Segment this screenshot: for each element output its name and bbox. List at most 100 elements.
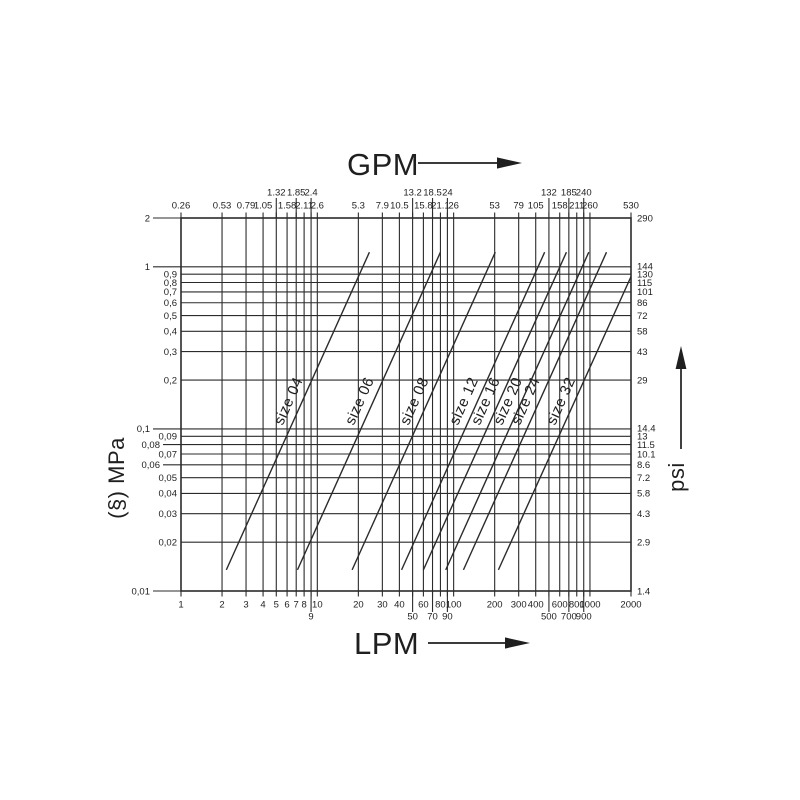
mpa-tick-label: 0,03: [159, 509, 178, 520]
gpm-tick-label: 18.5: [423, 187, 442, 198]
mpa-tick-label: 0,5: [164, 311, 177, 322]
mpa-tick-label: 0,08: [142, 440, 161, 451]
gpm-tick-label: 1.85: [287, 187, 306, 198]
lpm-tick-label: 3: [243, 599, 248, 610]
psi-tick-label: 86: [637, 298, 648, 309]
gpm-tick-label: 26: [448, 200, 459, 211]
left-axis-title: (§) MPa: [104, 437, 129, 519]
series-label-size-08: size 08: [397, 375, 433, 428]
gpm-tick-label: 260: [582, 200, 598, 211]
series-line-size-12: [400, 251, 546, 571]
psi-tick-label: 290: [637, 213, 653, 224]
mpa-tick-label: 0,04: [159, 489, 178, 500]
gpm-tick-label: 2.4: [304, 187, 317, 198]
mpa-tick-label: 2: [145, 213, 150, 224]
psi-up-arrow-icon: [675, 346, 687, 449]
lpm-right-arrow-icon: [428, 637, 530, 649]
series-line-size-04: [225, 251, 371, 571]
lpm-tick-label: 80: [435, 599, 446, 610]
lpm-tick-label: 9: [308, 611, 313, 622]
series-line-size-32: [497, 276, 632, 571]
lpm-tick-label: 500: [541, 611, 557, 622]
mpa-tick-label: 0,8: [164, 278, 177, 289]
gpm-tick-label: 158: [552, 200, 568, 211]
top-axis-title: GPM: [347, 147, 419, 182]
psi-tick-label: 58: [637, 327, 648, 338]
mpa-tick-label: 0,1: [137, 424, 150, 435]
mpa-tick-label: 0,3: [164, 347, 177, 358]
lpm-tick-label: 1000: [579, 599, 600, 610]
lpm-tick-label: 20: [353, 599, 364, 610]
mpa-tick-label: 1: [145, 262, 150, 273]
lpm-tick-label: 600: [552, 599, 568, 610]
series-label-size-06: size 06: [342, 375, 378, 428]
gpm-tick-label: 211: [569, 200, 584, 211]
psi-tick-label: 13: [637, 432, 648, 443]
lpm-tick-label: 8: [301, 599, 306, 610]
gpm-tick-label: 2.11: [295, 200, 313, 211]
lpm-tick-label: 7: [294, 599, 299, 610]
series-line-size-06: [296, 251, 442, 571]
psi-tick-label: 8.6: [637, 460, 650, 471]
mpa-tick-label: 0,09: [159, 432, 178, 443]
series-line-size-20: [445, 251, 590, 571]
right-axis-title: psi: [664, 462, 689, 492]
psi-tick-label: 14.4: [637, 424, 656, 435]
gpm-tick-label: 0.53: [213, 200, 232, 211]
gpm-tick-label: 21.1: [431, 200, 450, 211]
lpm-tick-label: 400: [528, 599, 544, 610]
lpm-tick-label: 60: [418, 599, 429, 610]
gpm-tick-label: 10.5: [390, 200, 409, 211]
mpa-tick-label: 0,9: [164, 270, 177, 281]
gpm-tick-label: 5.3: [352, 200, 365, 211]
series-line-size-16: [422, 251, 568, 571]
grid: [180, 217, 632, 592]
lpm-tick-label: 5: [274, 599, 279, 610]
lpm-tick-label: 700: [561, 611, 577, 622]
psi-tick-label: 2.9: [637, 538, 650, 549]
bottom-axis-title: LPM: [354, 626, 419, 661]
mpa-tick-label: 0,2: [164, 375, 177, 386]
gpm-tick-label: 2.6: [311, 200, 324, 211]
psi-tick-label: 72: [637, 311, 648, 322]
gpm-tick-label: 240: [576, 187, 592, 198]
lpm-tick-label: 40: [394, 599, 405, 610]
mpa-tick-label: 0,6: [164, 298, 177, 309]
lpm-tick-label: 2000: [620, 599, 641, 610]
gpm-tick-label: 7.9: [376, 200, 389, 211]
gpm-tick-label: 15.8: [414, 200, 433, 211]
lpm-tick-label: 4: [260, 599, 265, 610]
mpa-tick-label: 0,01: [132, 586, 151, 597]
gpm-tick-label: 24: [442, 187, 453, 198]
lpm-tick-label: 30: [377, 599, 388, 610]
gpm-tick-label: 53: [489, 200, 500, 211]
psi-tick-label: 29: [637, 375, 648, 386]
lpm-tick-label: 70: [427, 611, 438, 622]
mpa-tick-label: 0,05: [159, 473, 178, 484]
psi-tick-label: 10.1: [637, 449, 656, 460]
mpa-tick-label: 0,06: [142, 460, 161, 471]
gpm-tick-label: 0.79: [237, 200, 256, 211]
gpm-tick-label: 132: [541, 187, 557, 198]
psi-tick-label: 144: [637, 262, 653, 273]
mpa-tick-label: 0,02: [159, 538, 178, 549]
mpa-tick-label: 0,4: [164, 327, 177, 338]
psi-tick-label: 130: [637, 270, 653, 281]
gpm-right-arrow-icon: [418, 157, 522, 169]
plot-border: [180, 217, 632, 592]
lpm-tick-label: 900: [576, 611, 592, 622]
lpm-tick-label: 800: [569, 599, 585, 610]
psi-tick-label: 11.5: [637, 440, 655, 451]
lpm-tick-label: 200: [487, 599, 503, 610]
lpm-tick-label: 6: [284, 599, 289, 610]
lpm-tick-label: 10: [312, 599, 323, 610]
gpm-tick-label: 1.58: [278, 200, 297, 211]
gpm-tick-label: 1.05: [254, 200, 273, 211]
psi-tick-label: 43: [637, 347, 648, 358]
psi-tick-label: 101: [637, 287, 653, 298]
gpm-tick-label: 185: [561, 187, 577, 198]
series-line-size-24: [462, 251, 608, 571]
